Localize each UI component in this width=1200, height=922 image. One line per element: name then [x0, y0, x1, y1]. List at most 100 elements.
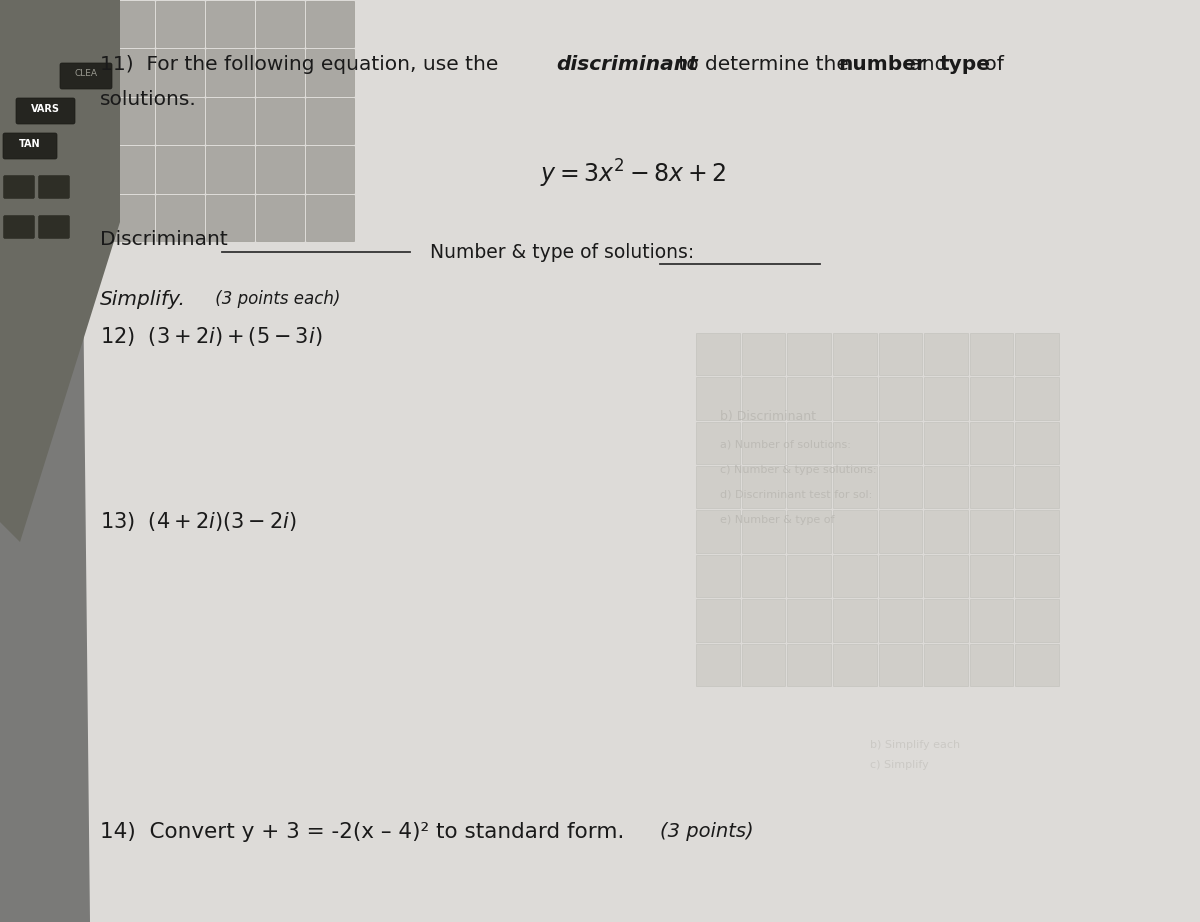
Bar	[878, 511, 922, 553]
Bar	[833, 511, 876, 553]
Bar	[742, 511, 785, 553]
Bar	[970, 599, 1013, 642]
FancyBboxPatch shape	[4, 175, 35, 198]
Bar	[6, 195, 54, 241]
Bar	[56, 195, 104, 241]
Bar	[56, 1, 104, 47]
Bar	[970, 333, 1013, 375]
Bar	[206, 50, 254, 96]
FancyBboxPatch shape	[38, 216, 70, 239]
Bar	[206, 195, 254, 241]
Text: $y = 3x^2 - 8x + 2$: $y = 3x^2 - 8x + 2$	[540, 158, 726, 190]
Bar	[878, 555, 922, 597]
Bar	[878, 377, 922, 420]
Bar	[696, 644, 739, 686]
Text: Simplify.: Simplify.	[100, 290, 186, 309]
Bar	[787, 377, 830, 420]
Text: solutions.: solutions.	[100, 90, 197, 109]
Text: 13)  $(4 + 2i)(3 - 2i)$: 13) $(4 + 2i)(3 - 2i)$	[100, 510, 296, 533]
Bar	[106, 195, 154, 241]
Text: c) Simplify: c) Simplify	[870, 760, 929, 770]
Bar	[206, 98, 254, 144]
Bar	[742, 555, 785, 597]
Bar	[742, 644, 785, 686]
Bar	[878, 599, 922, 642]
Bar	[206, 1, 254, 47]
Bar	[6, 1, 54, 47]
Text: discriminant: discriminant	[556, 55, 697, 74]
Bar	[924, 644, 967, 686]
Polygon shape	[0, 0, 100, 342]
Bar	[924, 599, 967, 642]
Text: a) Number of solutions:: a) Number of solutions:	[720, 440, 851, 450]
FancyBboxPatch shape	[16, 98, 74, 124]
Bar	[787, 467, 830, 509]
Bar	[256, 98, 304, 144]
Bar	[742, 421, 785, 464]
Text: b) Simplify each: b) Simplify each	[870, 740, 960, 750]
Text: 12)  $(3 + 2i) + (5 - 3i)$: 12) $(3 + 2i) + (5 - 3i)$	[100, 325, 323, 348]
Bar	[1015, 467, 1060, 509]
Bar	[833, 421, 876, 464]
Bar	[6, 147, 54, 193]
Bar	[787, 599, 830, 642]
Bar	[970, 511, 1013, 553]
Text: Number & type of solutions:: Number & type of solutions:	[430, 243, 695, 262]
Bar	[1015, 599, 1060, 642]
Bar	[833, 333, 876, 375]
Bar	[1015, 333, 1060, 375]
Bar	[970, 467, 1013, 509]
Bar	[56, 98, 104, 144]
Text: Discriminant: Discriminant	[100, 230, 228, 249]
Bar	[787, 421, 830, 464]
Bar	[306, 147, 354, 193]
Bar	[306, 50, 354, 96]
Bar	[787, 555, 830, 597]
Bar	[256, 50, 304, 96]
Bar	[878, 421, 922, 464]
Bar	[924, 377, 967, 420]
Bar	[787, 644, 830, 686]
Text: CLEA: CLEA	[74, 69, 97, 78]
Bar	[696, 599, 739, 642]
FancyBboxPatch shape	[38, 175, 70, 198]
Text: VARS: VARS	[30, 104, 60, 114]
Bar	[878, 644, 922, 686]
Bar	[306, 1, 354, 47]
Bar	[833, 377, 876, 420]
Bar	[106, 50, 154, 96]
Bar	[924, 421, 967, 464]
Text: and: and	[904, 55, 954, 74]
Bar	[970, 555, 1013, 597]
Bar	[970, 377, 1013, 420]
Bar	[106, 98, 154, 144]
Bar	[1015, 555, 1060, 597]
Bar	[106, 147, 154, 193]
Bar	[833, 555, 876, 597]
Bar	[787, 511, 830, 553]
Bar	[1015, 377, 1060, 420]
Bar	[696, 467, 739, 509]
Bar	[156, 147, 204, 193]
Bar	[742, 333, 785, 375]
Bar	[56, 147, 104, 193]
Text: d) Discriminant test for sol:: d) Discriminant test for sol:	[720, 490, 872, 500]
Bar	[742, 467, 785, 509]
Text: e) Number & type of: e) Number & type of	[720, 515, 834, 525]
Bar	[787, 333, 830, 375]
Bar	[306, 98, 354, 144]
Bar	[1015, 644, 1060, 686]
Bar	[696, 555, 739, 597]
FancyBboxPatch shape	[60, 63, 112, 89]
Bar	[1015, 421, 1060, 464]
Text: c) Number & type solutions:: c) Number & type solutions:	[720, 465, 876, 475]
Bar	[306, 195, 354, 241]
Bar	[833, 644, 876, 686]
Bar	[924, 467, 967, 509]
Bar	[156, 195, 204, 241]
Text: 11)  For the following equation, use the: 11) For the following equation, use the	[100, 55, 505, 74]
Bar	[256, 147, 304, 193]
Bar	[924, 511, 967, 553]
Polygon shape	[0, 0, 95, 442]
Bar	[970, 421, 1013, 464]
